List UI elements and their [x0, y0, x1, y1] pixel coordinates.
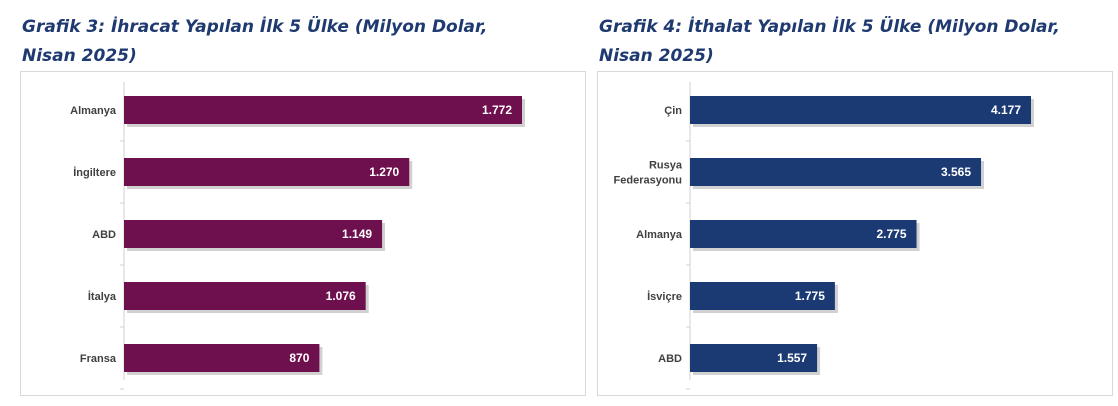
data-label: 1.557 — [777, 351, 807, 365]
bar — [124, 158, 410, 186]
data-label: 1.149 — [342, 227, 372, 241]
chart-frame: 4.177 Çin 3.565 Rusya Federasyonu 2.775 Almany… — [597, 71, 1113, 396]
data-label: 1.772 — [482, 103, 512, 117]
category-label: Çin — [664, 105, 682, 117]
data-label: 870 — [289, 351, 309, 365]
category-label: Almanya — [636, 229, 683, 241]
bar — [124, 220, 383, 248]
category-label: ABD — [658, 353, 682, 365]
category-label: ABD — [92, 229, 116, 241]
data-label: 2.775 — [877, 227, 907, 241]
category-label: Fransa — [80, 353, 117, 365]
bar — [124, 282, 366, 310]
bar — [690, 282, 835, 310]
data-label: 3.565 — [941, 165, 971, 179]
bar — [690, 158, 982, 186]
bar — [124, 96, 522, 124]
export-bar-chart: 1.772 Almanya 1.270 İngiltere 1.149 ABD 1.076 İ… — [70, 82, 525, 390]
bar — [690, 96, 1031, 124]
bar — [124, 344, 320, 372]
category-label: İtalya — [88, 290, 117, 303]
category-label: Almanya — [70, 105, 117, 117]
category-label: İsviçre — [647, 290, 682, 303]
data-label: 1.270 — [369, 165, 399, 179]
data-label: 4.177 — [991, 103, 1021, 117]
data-label: 1.076 — [326, 289, 356, 303]
data-label: 1.775 — [795, 289, 825, 303]
bar — [690, 344, 818, 372]
category-label: Rusya Federasyonu — [614, 160, 683, 187]
chart-title: Grafik 3: İhracat Yapılan İlk 5 Ülke (Mi… — [22, 17, 488, 66]
import-bar-chart: 4.177 Çin 3.565 Rusya Federasyonu 2.775 Almany… — [614, 82, 1034, 390]
bar — [690, 220, 917, 248]
chart-frame: 1.772 Almanya 1.270 İngiltere 1.149 ABD 1.076 İ… — [20, 71, 586, 396]
chart-title: Grafik 4: İthalat Yapılan İlk 5 Ülke (Mi… — [599, 17, 1060, 66]
category-label: İngiltere — [73, 166, 116, 179]
